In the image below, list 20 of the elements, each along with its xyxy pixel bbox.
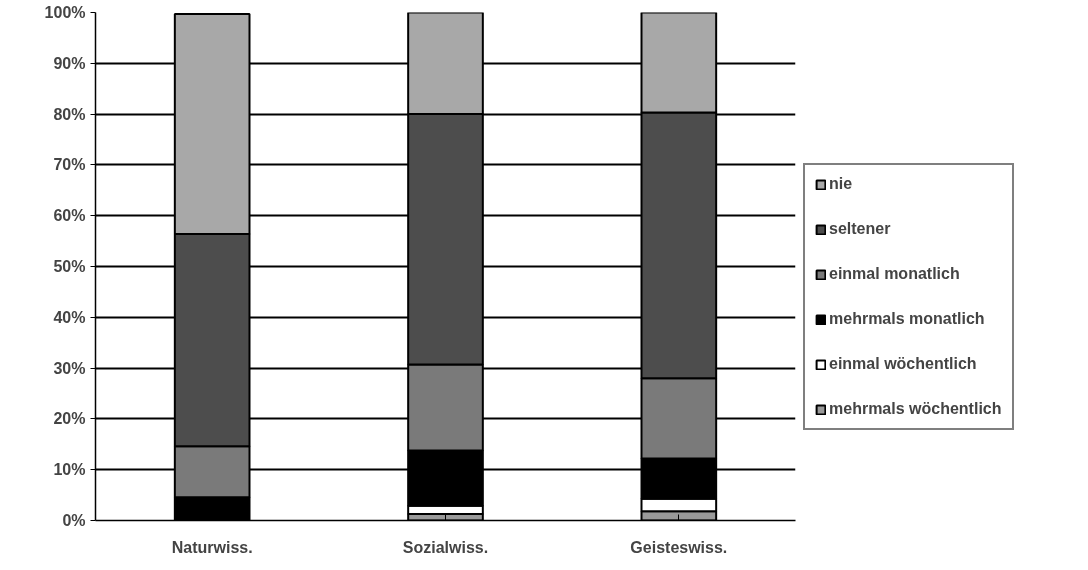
y-tick-label: 40% bbox=[53, 308, 86, 326]
y-tick-label: 10% bbox=[53, 461, 86, 479]
x-tick-label: Sozialwiss. bbox=[402, 538, 489, 556]
legend-label: mehrmals wöchentlich bbox=[829, 400, 1002, 418]
y-tick-label: 70% bbox=[53, 156, 86, 174]
legend-label: einmal monatlich bbox=[829, 265, 960, 283]
y-tick-label: 0% bbox=[62, 512, 86, 529]
x-tick-label: Geisteswiss. bbox=[630, 538, 728, 556]
legend-label: nie bbox=[829, 175, 853, 193]
y-tick-label: 30% bbox=[53, 359, 86, 377]
legend-label: seltener bbox=[829, 220, 891, 238]
y-tick-label: 90% bbox=[53, 54, 86, 72]
y-tick-label: 60% bbox=[53, 207, 86, 225]
x-tick-label: Naturwiss. bbox=[171, 538, 253, 556]
y-tick-label: 100% bbox=[44, 4, 86, 21]
y-tick-label: 20% bbox=[53, 410, 86, 428]
y-tick-label: 80% bbox=[53, 105, 86, 123]
legend-label: mehrmals monatlich bbox=[829, 310, 985, 328]
y-tick-label: 50% bbox=[53, 258, 86, 275]
legend-label: einmal wöchentlich bbox=[829, 355, 977, 373]
